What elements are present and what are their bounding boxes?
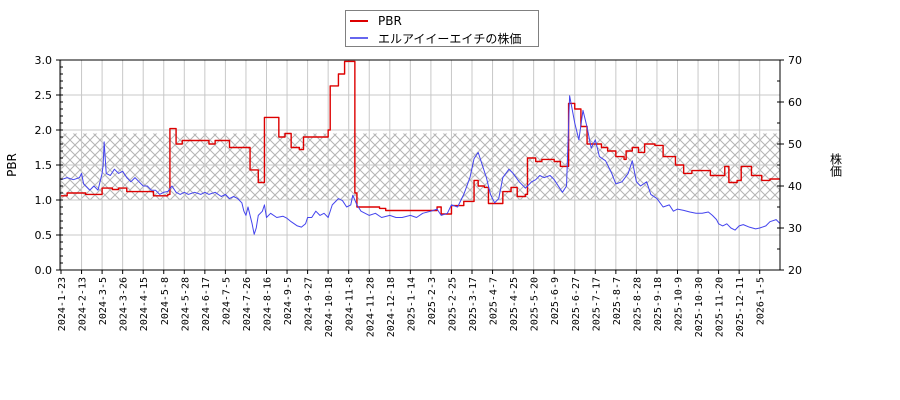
svg-text:3.0: 3.0 xyxy=(35,54,53,67)
plot-series xyxy=(60,60,781,235)
svg-text:2024-1-23: 2024-1-23 xyxy=(57,277,68,331)
svg-text:2024-7-26: 2024-7-26 xyxy=(242,277,253,331)
svg-text:2025-3-17: 2025-3-17 xyxy=(468,277,479,331)
right-y-axis: 20 30 40 50 60 70 xyxy=(777,54,802,277)
svg-text:2024-7-5: 2024-7-5 xyxy=(221,277,232,325)
stock-price-line-swatch-icon xyxy=(350,37,368,39)
svg-text:2024-3-26: 2024-3-26 xyxy=(119,277,130,331)
grid-lines xyxy=(60,59,780,271)
svg-text:40: 40 xyxy=(788,180,802,193)
svg-text:2024-12-18: 2024-12-18 xyxy=(386,277,397,337)
svg-text:20: 20 xyxy=(788,264,802,277)
svg-text:2024-11-8: 2024-11-8 xyxy=(345,277,356,331)
svg-text:2024-4-15: 2024-4-15 xyxy=(139,277,150,331)
svg-text:0.0: 0.0 xyxy=(35,264,53,277)
left-axis-label: PBR xyxy=(5,153,19,177)
svg-text:0.5: 0.5 xyxy=(35,229,53,242)
svg-text:2026-1-5: 2026-1-5 xyxy=(756,277,767,325)
svg-text:2025-4-25: 2025-4-25 xyxy=(509,277,520,331)
left-y-axis: 0.0 0.5 1.0 1.5 2.0 2.5 3.0 xyxy=(35,54,63,277)
svg-text:2024-5-28: 2024-5-28 xyxy=(180,277,191,331)
svg-text:2024-6-17: 2024-6-17 xyxy=(201,277,212,331)
legend-label-stock-price: エルアイイーエイチの株価 xyxy=(378,31,522,46)
svg-text:30: 30 xyxy=(788,222,802,235)
svg-text:2024-9-27: 2024-9-27 xyxy=(304,277,315,331)
svg-text:2024-3-5: 2024-3-5 xyxy=(98,277,109,325)
svg-text:2025-4-7: 2025-4-7 xyxy=(489,277,500,325)
svg-text:70: 70 xyxy=(788,54,802,67)
svg-text:2.0: 2.0 xyxy=(35,124,53,137)
svg-text:2025-10-9: 2025-10-9 xyxy=(674,277,685,331)
svg-text:2.5: 2.5 xyxy=(35,89,53,102)
svg-text:1.5: 1.5 xyxy=(35,159,53,172)
svg-text:60: 60 xyxy=(788,96,802,109)
legend-label-pbr: PBR xyxy=(378,14,402,28)
pbr-line-swatch-icon xyxy=(350,20,368,22)
svg-text:2024-10-18: 2024-10-18 xyxy=(324,277,335,337)
x-axis: 2024-1-23 2024-2-13 2024-3-5 2024-3-26 2024-… xyxy=(57,270,767,337)
svg-text:2024-11-28: 2024-11-28 xyxy=(365,277,376,337)
svg-text:2024-8-16: 2024-8-16 xyxy=(263,277,274,331)
svg-text:2025-11-20: 2025-11-20 xyxy=(715,277,726,337)
legend: PBR エルアイイーエイチの株価 xyxy=(345,10,539,47)
svg-text:50: 50 xyxy=(788,138,802,151)
svg-text:2025-12-11: 2025-12-11 xyxy=(735,277,746,337)
svg-text:2025-10-30: 2025-10-30 xyxy=(694,277,705,337)
svg-text:2025-9-18: 2025-9-18 xyxy=(653,277,664,331)
svg-text:1.0: 1.0 xyxy=(35,194,53,207)
range-band xyxy=(60,133,780,200)
svg-text:2025-2-25: 2025-2-25 xyxy=(447,277,458,331)
svg-text:2025-2-3: 2025-2-3 xyxy=(427,277,438,325)
legend-item-stock-price: エルアイイーエイチの株価 xyxy=(346,30,521,46)
svg-text:2025-8-28: 2025-8-28 xyxy=(632,277,643,331)
svg-text:2025-5-20: 2025-5-20 xyxy=(530,277,541,331)
svg-text:2025-1-14: 2025-1-14 xyxy=(406,277,417,331)
svg-text:2025-6-9: 2025-6-9 xyxy=(550,277,561,325)
svg-text:2024-9-5: 2024-9-5 xyxy=(283,277,294,325)
svg-text:2024-2-13: 2024-2-13 xyxy=(78,277,89,331)
legend-item-pbr: PBR xyxy=(346,13,402,29)
svg-text:2024-5-8: 2024-5-8 xyxy=(160,277,171,325)
svg-text:2025-6-27: 2025-6-27 xyxy=(571,277,582,331)
right-axis-label: 株価 xyxy=(828,153,843,177)
svg-text:2025-7-17: 2025-7-17 xyxy=(591,277,602,331)
svg-text:2025-8-7: 2025-8-7 xyxy=(612,277,623,325)
